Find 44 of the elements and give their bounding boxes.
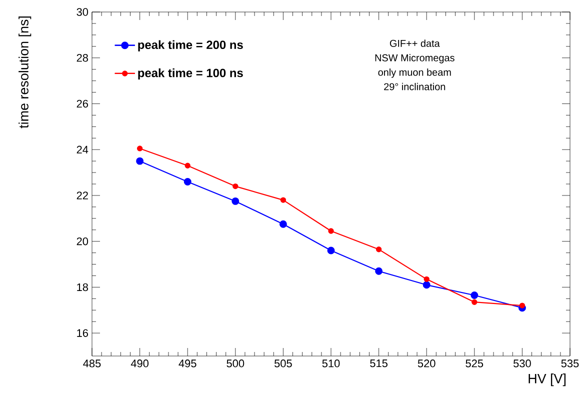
point: [519, 302, 526, 308]
x-tick-label: 520: [418, 360, 436, 368]
x-tick-label: 485: [83, 360, 101, 368]
point: [424, 276, 430, 282]
x-axis-title: HV [V]: [528, 374, 566, 386]
point: [375, 267, 383, 275]
y-axis-title: time resolution [ns]: [18, 16, 32, 128]
point: [136, 146, 143, 152]
y-tick-label: 28: [76, 54, 88, 62]
x-tick-label: 505: [274, 360, 292, 368]
x-tick-label: 530: [514, 360, 531, 368]
legend-label: peak time = 200 ns: [138, 40, 243, 52]
y-tick-label: 20: [76, 237, 88, 246]
point: [232, 197, 240, 205]
x-tick-label: 490: [130, 360, 149, 368]
legend-label: peak time = 100 ns: [138, 68, 243, 80]
point: [279, 220, 287, 228]
x-tick-label: 515: [370, 360, 388, 368]
annotation: 29° inclination: [384, 82, 446, 90]
y-tick-label: 16: [77, 329, 88, 337]
y-tick-label: 18: [77, 283, 88, 292]
y-tick-label: 22: [76, 192, 88, 200]
point: [328, 228, 334, 234]
x-tick-label: 495: [178, 360, 196, 368]
y-tick-label: 30: [76, 8, 88, 16]
x-tick-label: 510: [322, 360, 340, 368]
point: [327, 246, 335, 254]
x-tick-label: 535: [561, 360, 579, 368]
y-tick-label: 26: [76, 100, 88, 108]
point: [232, 183, 238, 190]
y-tick-label: 24: [76, 146, 88, 154]
x-tick-label: 525: [466, 360, 484, 368]
point: [472, 299, 478, 305]
point: [376, 246, 382, 252]
annotation: only muon beam: [378, 68, 451, 78]
point: [136, 157, 144, 165]
point: [184, 178, 192, 186]
point: [470, 291, 478, 299]
point: [280, 197, 286, 203]
point: [184, 162, 190, 168]
annotation: NSW Micromegas: [375, 54, 454, 64]
annotation: GIF++ data: [390, 40, 440, 47]
point: [422, 281, 430, 289]
x-tick-label: 500: [226, 360, 244, 368]
